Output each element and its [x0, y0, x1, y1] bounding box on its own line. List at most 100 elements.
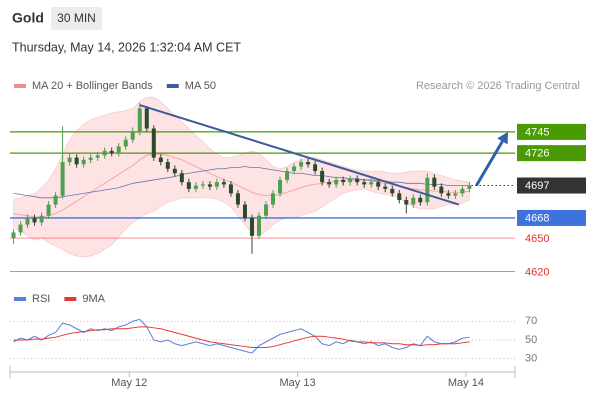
- legend-swatch: [14, 297, 26, 301]
- y-tick-label: 30: [525, 353, 537, 365]
- candle-body: [179, 173, 184, 183]
- candle-body: [467, 185, 472, 189]
- candle-body: [313, 164, 318, 171]
- forecast-arrow: [475, 140, 504, 187]
- legend-label: MA 50: [185, 80, 216, 92]
- candle-body: [390, 188, 395, 194]
- candle-body: [67, 157, 72, 163]
- candle-body: [334, 179, 339, 185]
- candle-body: [158, 157, 163, 163]
- legend-swatch: [166, 84, 179, 88]
- candle-body: [144, 108, 149, 129]
- level-label: 4668: [525, 212, 549, 224]
- indicator-line: [13, 318, 470, 354]
- y-tick-label: 70: [525, 315, 537, 327]
- bollinger-band: [13, 96, 470, 258]
- legend-swatch: [14, 84, 26, 88]
- level-box: [517, 123, 586, 140]
- interval: 30 MIN: [57, 11, 96, 25]
- candle-body: [200, 184, 205, 186]
- candle-body: [123, 139, 128, 147]
- level-box: [517, 177, 586, 194]
- level-box: [517, 145, 586, 162]
- candle-body: [172, 168, 177, 174]
- candle-body: [320, 171, 325, 183]
- candle-body: [362, 182, 367, 185]
- indicator-line: [13, 326, 470, 348]
- candle-body: [186, 182, 191, 189]
- candle-body: [207, 184, 212, 187]
- candle-body: [460, 188, 465, 194]
- level-label: 4697: [525, 180, 549, 192]
- candle-body: [130, 131, 135, 140]
- candle-body: [411, 197, 416, 205]
- symbol: Gold: [12, 10, 44, 26]
- level-label: 4650: [525, 233, 549, 245]
- candle-body: [355, 178, 360, 183]
- candle-body: [74, 157, 79, 165]
- candle-body: [81, 159, 86, 165]
- credit: Research © 2026 Trading Central: [416, 80, 580, 92]
- candle-body: [425, 177, 430, 203]
- candle-body: [341, 179, 346, 183]
- candle-body: [214, 182, 219, 187]
- candle-body: [32, 217, 37, 223]
- candle-body: [137, 108, 142, 132]
- candle-body: [228, 184, 233, 194]
- level-box: [517, 209, 586, 226]
- candle-body: [278, 179, 283, 194]
- candle-body: [306, 162, 311, 165]
- interval-box: [51, 7, 102, 30]
- candle-body: [292, 166, 297, 171]
- candle-body: [376, 182, 381, 187]
- candle-body: [109, 150, 114, 154]
- candle-body: [25, 217, 30, 225]
- candle-body: [383, 186, 388, 189]
- datetime: Thursday, May 14, 2026 1:32:04 AM CET: [12, 40, 241, 54]
- forecast-arrow-head: [497, 131, 508, 145]
- candle-body: [369, 182, 374, 185]
- legend-swatch: [64, 297, 77, 301]
- legend-label: MA 20 + Bollinger Bands: [32, 80, 153, 92]
- candle-body: [116, 146, 121, 154]
- candle-body: [39, 215, 44, 223]
- candle-body: [446, 193, 451, 196]
- candle-body: [418, 197, 423, 203]
- candle-body: [249, 217, 254, 236]
- candle-body: [285, 171, 290, 180]
- candle-body: [88, 157, 93, 160]
- candle-body: [432, 177, 437, 187]
- candle-body: [11, 232, 16, 239]
- candle-body: [221, 182, 226, 185]
- moving-average: [13, 166, 470, 199]
- level-label: 4726: [525, 148, 549, 160]
- y-tick-label: 50: [525, 334, 537, 346]
- candle-body: [439, 186, 444, 194]
- legend-label: RSI: [32, 293, 50, 305]
- candle-body: [193, 185, 198, 189]
- level-label: 4620: [525, 266, 549, 278]
- x-tick-label: May 14: [448, 377, 484, 389]
- level-label: 4745: [525, 126, 549, 138]
- candle-body: [299, 162, 304, 167]
- x-tick-label: May 12: [111, 377, 147, 389]
- candle-body: [46, 204, 51, 216]
- candle-body: [404, 200, 409, 205]
- candle-body: [60, 162, 65, 196]
- candle-body: [53, 195, 58, 205]
- candle-body: [453, 193, 458, 196]
- candle-body: [348, 178, 353, 183]
- candle-body: [264, 204, 269, 216]
- candle-body: [327, 182, 332, 185]
- x-tick-label: May 13: [280, 377, 316, 389]
- candle-body: [271, 193, 276, 205]
- candle-body: [18, 224, 23, 233]
- candle-body: [95, 155, 100, 158]
- trendline: [139, 104, 460, 206]
- legend-label: 9MA: [82, 293, 105, 305]
- candle-body: [102, 150, 107, 156]
- candle-body: [242, 204, 247, 218]
- candle-body: [397, 193, 402, 201]
